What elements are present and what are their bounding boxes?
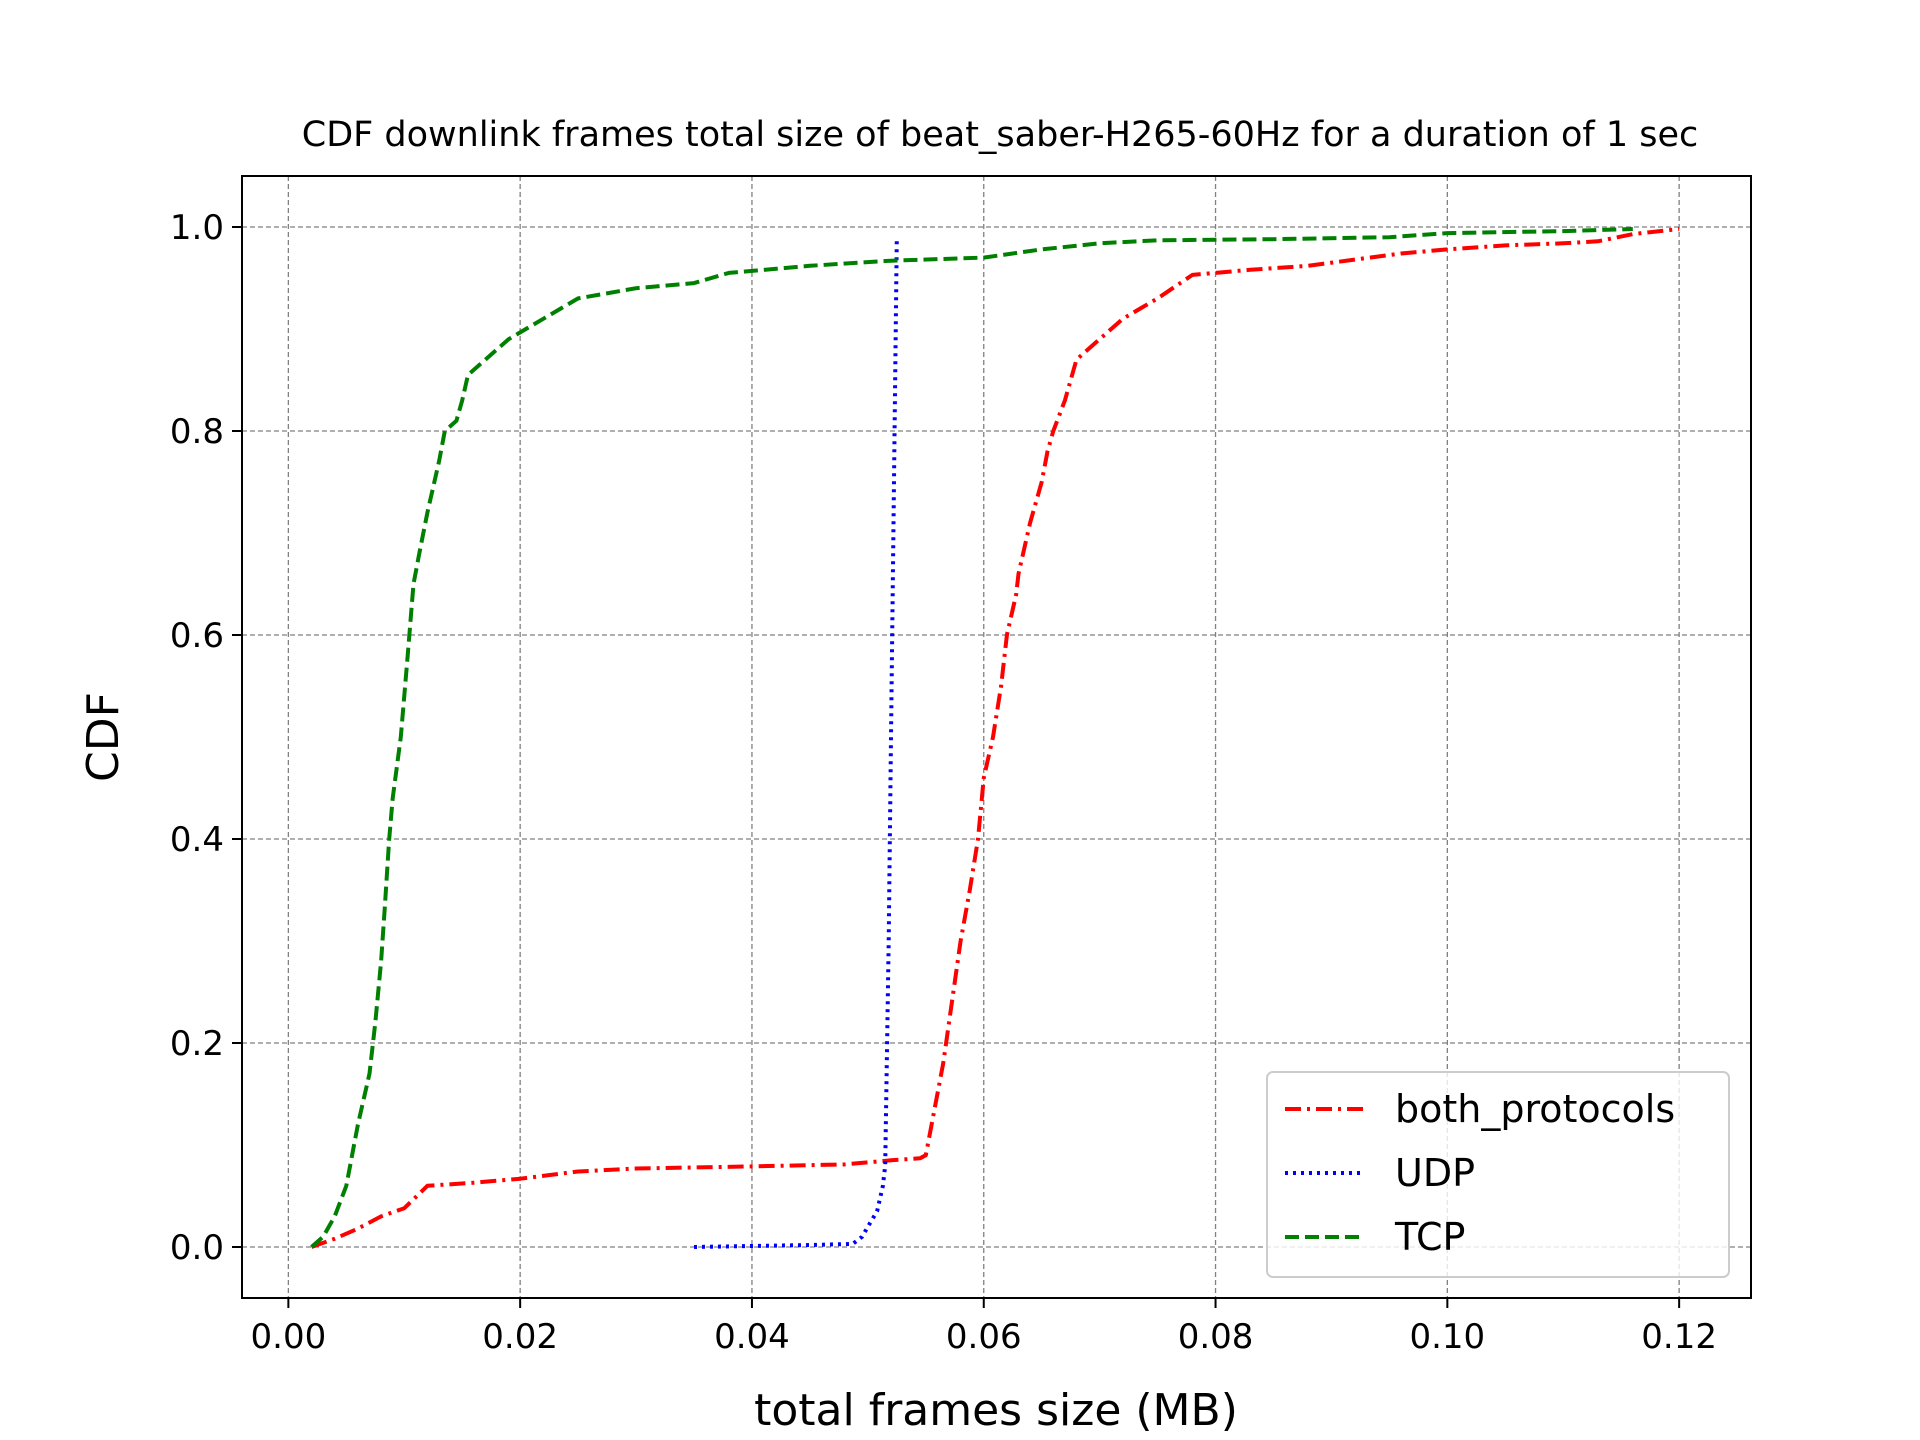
chart-title: CDF downlink frames total size of beat_s…: [302, 115, 1699, 155]
x-tick-label: 0.10: [1409, 1317, 1485, 1357]
y-tick-label: 0.8: [170, 412, 224, 452]
y-tick-label: 0.4: [170, 820, 224, 860]
legend-label-both_protocols: both_protocols: [1395, 1087, 1675, 1131]
series-line-UDP: [693, 237, 899, 1249]
x-tick-label: 0.12: [1641, 1317, 1717, 1357]
y-tick-label: 0.0: [170, 1228, 224, 1268]
y-tick-label: 1.0: [170, 208, 224, 248]
series-line-TCP: [310, 227, 1633, 1249]
legend-label-UDP: UDP: [1395, 1151, 1475, 1195]
y-axis-label: CDF: [78, 692, 129, 782]
x-tick-label: 0.00: [251, 1317, 327, 1357]
legend-box: [1266, 1071, 1730, 1278]
series-lines: [310, 227, 1680, 1249]
series-line-both_protocols: [310, 227, 1680, 1249]
x-tick-label: 0.02: [482, 1317, 558, 1357]
legend: both_protocols UDP TCP: [1266, 1071, 1730, 1278]
legend-label-TCP: TCP: [1394, 1215, 1465, 1259]
y-tick-label: 0.6: [170, 616, 224, 656]
plot-frame: [241, 175, 1752, 1299]
axis-ticks: 0.00 0.02 0.04 0.06 0.08 0.10 0.12 0.0 0.2 0.4 0.6…: [170, 208, 1717, 1357]
y-tick-label: 0.2: [170, 1024, 224, 1064]
x-axis-label: total frames size (MB): [754, 1385, 1238, 1436]
x-tick-label: 0.04: [714, 1317, 790, 1357]
x-tick-label: 0.06: [946, 1317, 1022, 1357]
x-tick-label: 0.08: [1178, 1317, 1254, 1357]
